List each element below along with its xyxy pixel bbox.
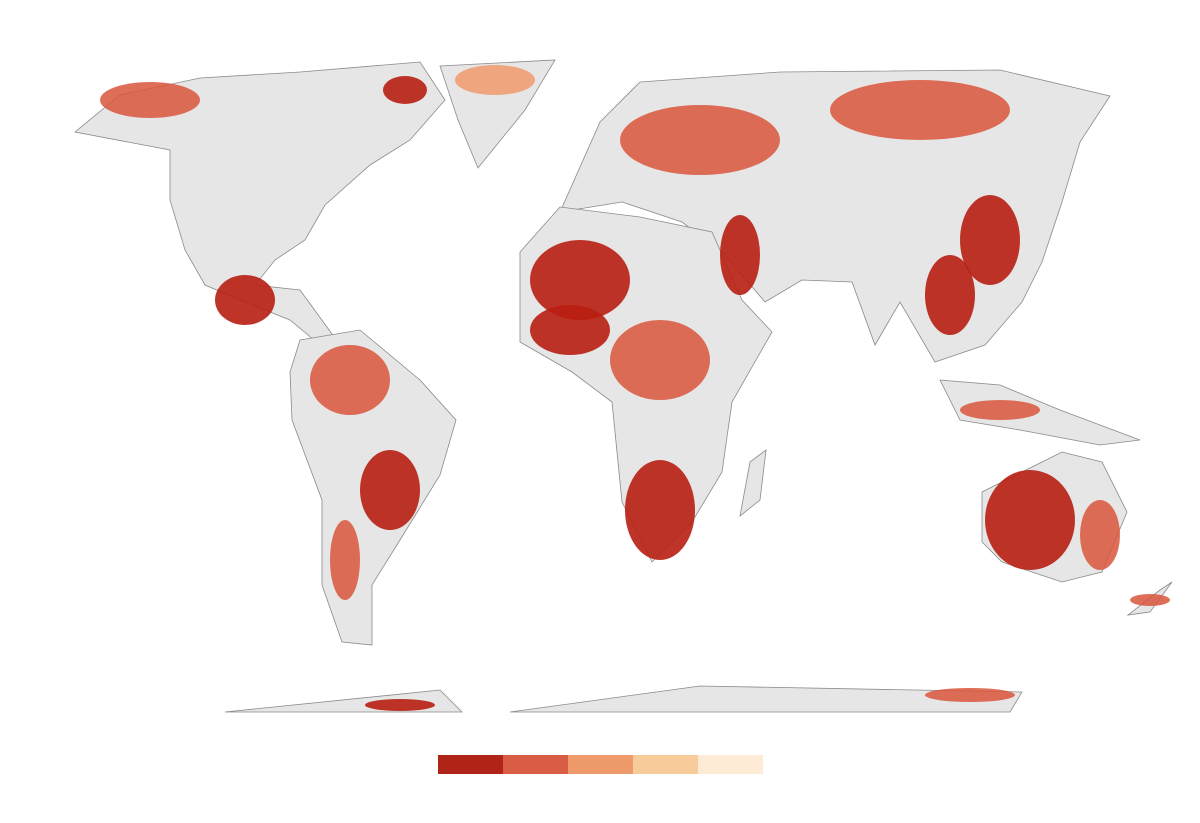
- legend-swatch: [568, 755, 633, 774]
- heat-area: [620, 105, 780, 175]
- heat-area: [455, 65, 535, 95]
- legend-swatch: [633, 755, 698, 774]
- heat-areas: [100, 65, 1170, 711]
- heat-area: [720, 215, 760, 295]
- heat-area: [1080, 500, 1120, 570]
- heat-area: [925, 688, 1015, 702]
- legend: [438, 755, 763, 774]
- heat-area: [610, 320, 710, 400]
- north-america: [74, 61, 446, 346]
- heat-area: [1130, 594, 1170, 606]
- legend-swatch: [503, 755, 568, 774]
- heat-area: [365, 699, 435, 711]
- indonesia: [939, 379, 1141, 446]
- heat-area: [830, 80, 1010, 140]
- legend-swatch: [698, 755, 763, 774]
- heat-area: [383, 76, 427, 104]
- heat-area: [960, 195, 1020, 285]
- heat-area: [360, 450, 420, 530]
- heat-area: [925, 255, 975, 335]
- heat-area: [530, 305, 610, 355]
- heat-area: [100, 82, 200, 118]
- legend-swatch: [438, 755, 503, 774]
- antarctica-east: [509, 685, 1023, 713]
- madagascar: [739, 449, 767, 517]
- heat-area: [960, 400, 1040, 420]
- heat-area: [530, 240, 630, 320]
- heat-area: [985, 470, 1075, 570]
- heat-area: [625, 460, 695, 560]
- heat-area: [310, 345, 390, 415]
- heat-area: [215, 275, 275, 325]
- heat-area: [330, 520, 360, 600]
